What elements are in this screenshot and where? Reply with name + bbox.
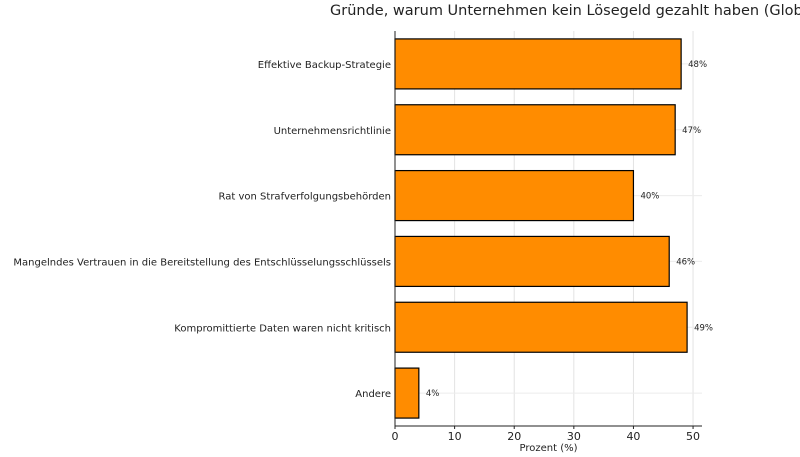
category-label: Rat von Strafverfolgungsbehörden: [219, 192, 391, 203]
category-label: Effektive Backup-Strategie: [258, 60, 391, 71]
x-tick-label: 10: [448, 430, 462, 443]
data-label: 48%: [688, 60, 707, 70]
x-axis-label: Prozent (%): [519, 443, 577, 454]
category-label: Mangelndes Vertrauen in die Bereitstellu…: [13, 257, 391, 268]
bar: [394, 367, 420, 419]
chart-title: Gründe, warum Unternehmen kein Lösegeld …: [330, 3, 800, 19]
x-tick-label: 50: [686, 430, 700, 443]
bar: [394, 104, 676, 156]
category-label: Andere: [355, 389, 391, 400]
bar: [394, 169, 635, 222]
bar: [394, 38, 682, 90]
x-tick-label: 20: [507, 430, 521, 443]
data-label: 49%: [694, 323, 713, 333]
category-label: Unternehmensrichtlinie: [274, 126, 391, 137]
bar: [394, 235, 670, 288]
bar: [394, 301, 688, 353]
category-label: Kompromittierte Daten waren nicht kritis…: [174, 323, 391, 334]
data-label: 46%: [676, 257, 695, 267]
x-tick-label: 0: [392, 430, 399, 443]
x-tick-label: 30: [567, 430, 581, 443]
x-tick-label: 40: [626, 430, 640, 443]
data-label: 40%: [640, 192, 659, 202]
data-label: 4%: [426, 389, 440, 399]
data-label: 47%: [682, 126, 701, 136]
